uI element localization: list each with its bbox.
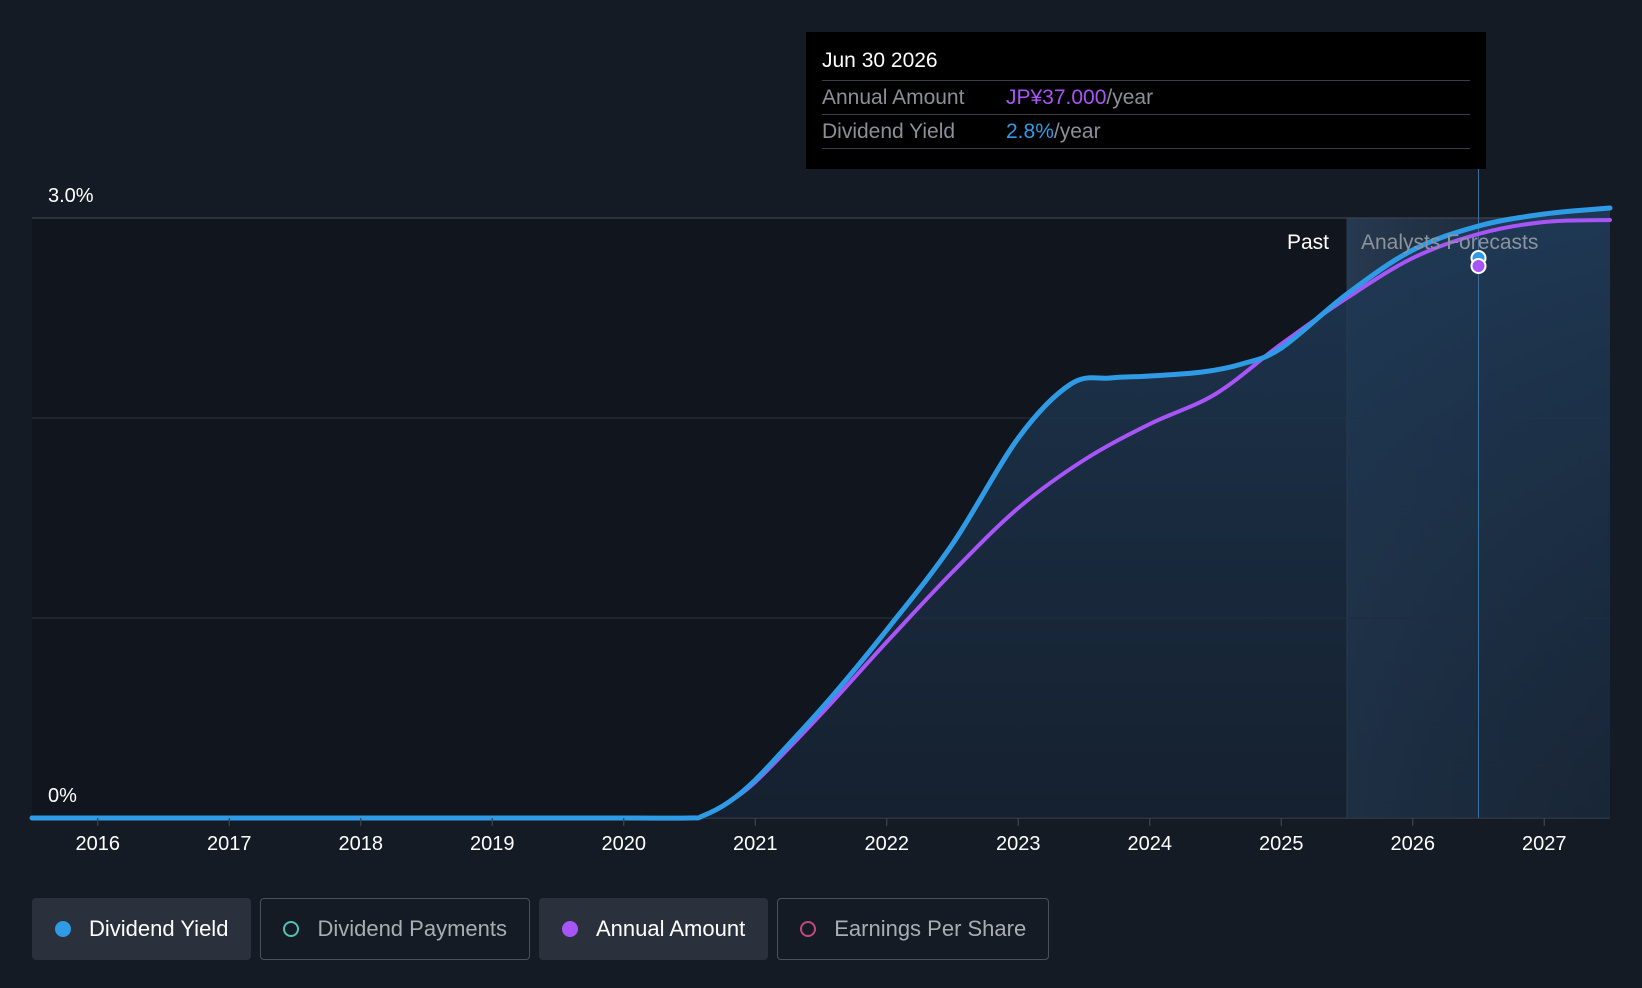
x-tick-label: 2026	[1391, 833, 1436, 855]
x-tick-label: 2025	[1259, 833, 1304, 855]
dividend-yield-dot-icon	[55, 921, 71, 937]
tooltip-annual-amount-value: JP¥37.000	[1006, 86, 1107, 109]
legend-dividend-yield-label: Dividend Yield	[89, 916, 229, 941]
tooltip-dividend-yield-value: 2.8%	[1006, 120, 1054, 143]
dividend-payments-ring-icon	[283, 921, 300, 937]
x-tick-label: 2019	[470, 833, 515, 855]
x-tick-label: 2022	[865, 833, 910, 855]
tooltip-dividend-yield-label: Dividend Yield	[822, 120, 956, 143]
x-tick-label: 2018	[339, 833, 384, 855]
tooltip-dividend-yield-unit: /year	[1053, 120, 1101, 143]
tooltip-date: Jun 30 2026	[822, 49, 938, 72]
x-tick-label: 2020	[602, 833, 647, 855]
legend-dividend-payments-label: Dividend Payments	[317, 916, 507, 941]
x-tick-label: 2024	[1128, 833, 1173, 855]
analysts-forecasts-label: Analysts Forecasts	[1361, 231, 1538, 254]
annual-amount-dot-icon	[561, 921, 578, 937]
tooltip-annual-amount-label: Annual Amount	[822, 86, 965, 109]
tooltip-row-annual-amount: Annual Amount JP¥37.000 /year	[822, 80, 1470, 114]
past-label: Past	[1287, 231, 1329, 254]
y-tick-label: 3.0%	[48, 185, 94, 207]
tooltip-annual-amount-unit: /year	[1106, 86, 1154, 109]
annual-amount-hover-dot	[1470, 258, 1487, 274]
legend: Dividend Yield Dividend Payments Annual …	[32, 898, 1058, 960]
legend-annual-amount-label: Annual Amount	[595, 916, 746, 941]
x-tick-label: 2016	[76, 833, 121, 855]
x-tick-label: 2021	[733, 833, 778, 855]
legend-annual-amount-button[interactable]: Annual Amount	[538, 898, 769, 960]
dividend-yield-line	[29, 205, 1613, 821]
y-tick-label: 0%	[48, 785, 77, 807]
dividend-yield-area	[32, 208, 1610, 819]
legend-earnings-per-share-label: Earnings Per Share	[834, 916, 1027, 941]
x-tick-label: 2017	[207, 833, 252, 855]
earnings-per-share-ring-icon	[800, 921, 817, 937]
tooltip: Jun 30 2026 Annual Amount JP¥37.000 /yea…	[806, 32, 1486, 169]
legend-dividend-yield-button[interactable]: Dividend Yield	[32, 898, 252, 960]
tooltip-row-dividend-yield: Dividend Yield 2.8% /year	[822, 114, 1470, 149]
legend-dividend-payments-button[interactable]: Dividend Payments	[260, 898, 530, 960]
x-tick-label: 2023	[996, 833, 1041, 855]
legend-earnings-per-share-button[interactable]: Earnings Per Share	[777, 898, 1050, 960]
x-tick-label: 2027	[1522, 833, 1567, 855]
